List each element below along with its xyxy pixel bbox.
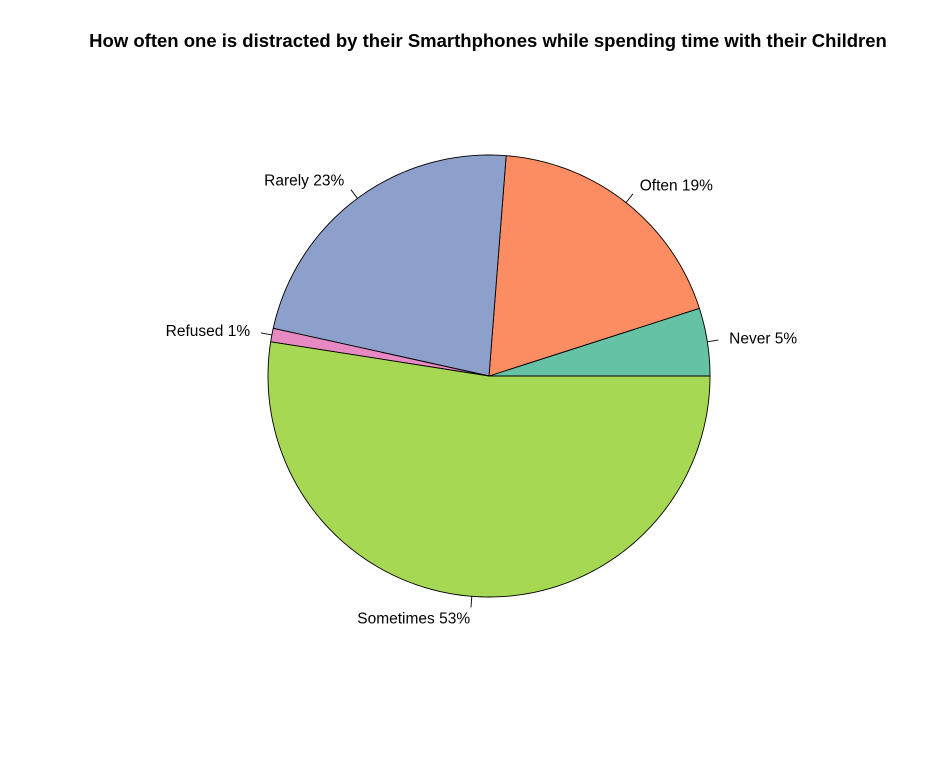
label-tick-never bbox=[707, 339, 719, 343]
label-tick-rarely bbox=[350, 189, 358, 199]
slice-label-never: Never 5% bbox=[729, 330, 797, 347]
slice-label-often: Often 19% bbox=[640, 177, 713, 194]
label-tick-sometimes bbox=[470, 596, 473, 608]
pie-labels: Never 5% Often 19% Rarely 23% Refused 1% Som… bbox=[166, 173, 798, 628]
label-tick-refused bbox=[260, 332, 272, 336]
slice-label-rarely: Rarely 23% bbox=[264, 173, 344, 190]
chart-title: How often one is distracted by their Sma… bbox=[89, 30, 887, 51]
label-tick-often bbox=[625, 193, 634, 203]
pie-slice-sometimes bbox=[267, 341, 711, 598]
slice-label-sometimes: Sometimes 53% bbox=[357, 610, 470, 627]
pie-slices bbox=[267, 154, 711, 598]
slice-label-refused: Refused 1% bbox=[166, 323, 251, 340]
